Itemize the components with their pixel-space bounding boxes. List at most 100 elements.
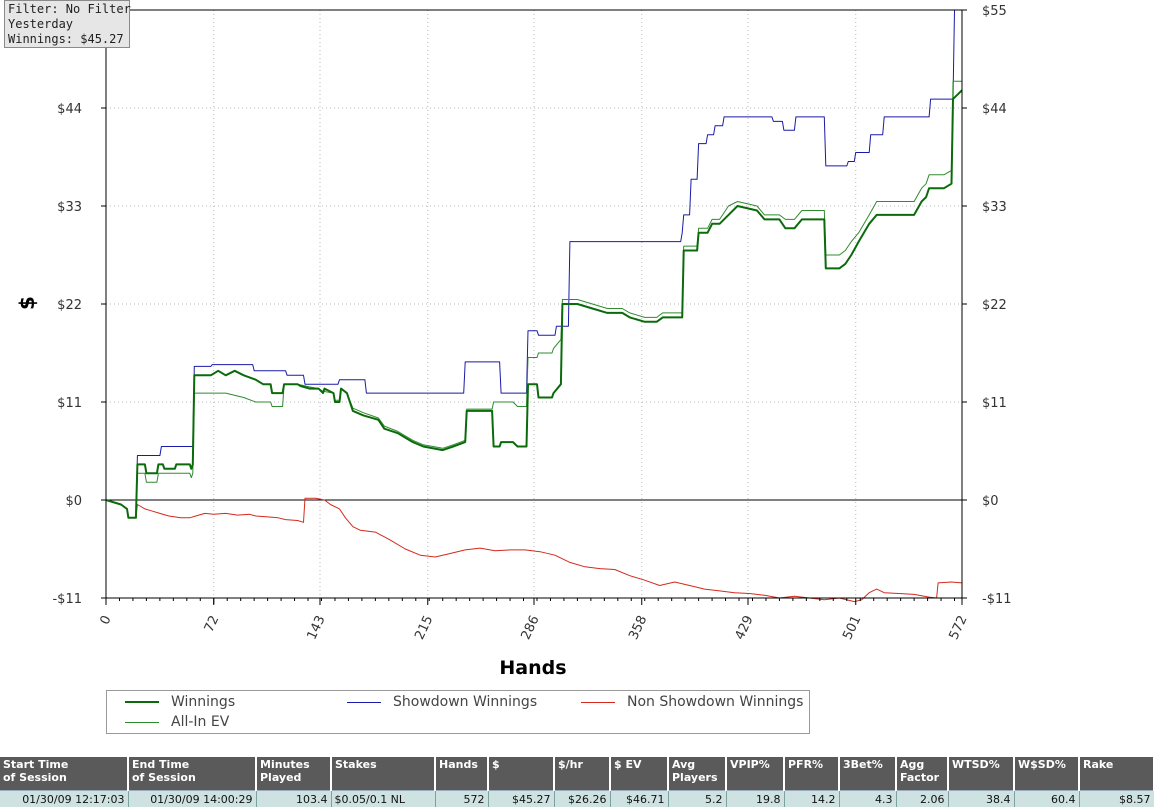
header-line: PFR% xyxy=(788,758,824,771)
table-cell: $26.26 xyxy=(554,790,611,807)
y-axis-label: $ xyxy=(15,296,39,310)
chart-grid xyxy=(105,9,963,599)
legend-swatch xyxy=(581,701,615,703)
series-line-non-showdown-winnings xyxy=(105,497,963,603)
column-header[interactable]: Agg Factor xyxy=(896,757,949,791)
column-header[interactable]: $/hr xyxy=(554,757,611,791)
table-cell: $45.27 xyxy=(488,790,555,807)
legend-label: Showdown Winnings xyxy=(393,694,538,710)
table-cell: $46.71 xyxy=(610,790,669,807)
x-tick-label: 72 xyxy=(202,613,223,634)
header-line: WTSD% xyxy=(952,758,1000,771)
legend-swatch xyxy=(125,721,159,723)
filter-label: Filter: No Filter xyxy=(8,2,131,16)
x-axis-label: Hands xyxy=(499,657,566,679)
header-line: Hands xyxy=(439,758,478,771)
column-header[interactable]: VPIP% xyxy=(726,757,785,791)
table-cell: 01/30/09 12:17:03 xyxy=(0,790,129,807)
session-stats-table: Start Time of Session End Time of Session Mi… xyxy=(0,757,1154,807)
winnings-chart: $55 $44 $33 $22 $11 $0 -$11 $55 $44 $33 $22 $11 $0 -… xyxy=(15,4,1012,679)
y-axis-right: $55 $44 $33 $22 $11 $0 -$11 xyxy=(962,4,1012,607)
table-cell: $0.05/0.1 NL xyxy=(331,790,436,807)
header-line: 3Bet% xyxy=(843,758,883,771)
y-tick-label-left: $22 xyxy=(57,298,82,313)
y-tick-label-left: $0 xyxy=(65,494,82,509)
column-header[interactable]: $ xyxy=(488,757,555,791)
series-line-winnings xyxy=(105,89,963,519)
column-header[interactable]: Minutes Played xyxy=(256,757,332,791)
header-line: Rake xyxy=(1083,758,1114,771)
column-header[interactable]: WTSD% xyxy=(948,757,1015,791)
table-cell: 19.8 xyxy=(726,790,785,807)
session-stats-panel: Start Time of Session End Time of Session Mi… xyxy=(0,757,1154,810)
y-tick-label-left: $11 xyxy=(57,396,82,411)
x-tick-label: 358 xyxy=(626,613,650,642)
header-line: Played xyxy=(260,771,302,784)
column-header[interactable]: Start Time of Session xyxy=(0,757,129,791)
chart-legend: Winnings Showdown Winnings Non Showdown … xyxy=(106,690,810,734)
header-line: Start Time xyxy=(3,758,69,771)
y-tick-label-right: $33 xyxy=(982,200,1007,215)
column-header[interactable]: W$SD% xyxy=(1014,757,1080,791)
column-header[interactable]: PFR% xyxy=(784,757,840,791)
legend-label: Winnings xyxy=(171,694,236,710)
header-line: Avg xyxy=(672,758,696,771)
y-tick-label-right: $11 xyxy=(982,396,1007,411)
column-header[interactable]: Hands xyxy=(435,757,489,791)
y-axis-left: $55$44$33$22$11$0-$11 xyxy=(52,4,106,607)
column-header[interactable]: Rake xyxy=(1079,757,1154,791)
column-header[interactable]: End Time of Session xyxy=(128,757,257,791)
header-line: Players xyxy=(672,771,718,784)
legend-swatch xyxy=(347,701,381,703)
header-line: of Session xyxy=(132,771,196,784)
header-line: Minutes xyxy=(260,758,310,771)
y-tick-label-right: $0 xyxy=(982,494,999,509)
x-tick-label: 429 xyxy=(733,613,757,642)
legend-item-winnings: Winnings xyxy=(125,692,235,712)
table-cell: $8.57 xyxy=(1079,790,1154,807)
legend-item-showdown: Showdown Winnings xyxy=(347,692,537,712)
table-cell: 5.2 xyxy=(668,790,727,807)
y-tick-label-left: -$11 xyxy=(52,592,82,607)
header-line: Factor xyxy=(900,771,940,784)
date-range-label: Yesterday xyxy=(8,17,74,31)
header-line: $ xyxy=(492,758,500,771)
header-line: of Session xyxy=(3,771,67,784)
table-cell: 38.4 xyxy=(948,790,1015,807)
column-header[interactable]: Stakes xyxy=(331,757,436,791)
table-cell: 4.3 xyxy=(839,790,897,807)
y-tick-label-right: -$11 xyxy=(982,592,1012,607)
column-header[interactable]: Avg Players xyxy=(668,757,727,791)
y-tick-label-left: $44 xyxy=(57,102,82,117)
y-tick-label-left: $33 xyxy=(57,200,82,215)
x-tick-label: 286 xyxy=(519,613,543,642)
stats-header-row: Start Time of Session End Time of Session Mi… xyxy=(0,757,1154,791)
header-line: End Time xyxy=(132,758,190,771)
x-tick-label: 143 xyxy=(305,613,329,642)
column-header[interactable]: 3Bet% xyxy=(839,757,897,791)
x-tick-label: 0 xyxy=(98,613,115,627)
legend-swatch xyxy=(125,701,159,703)
y-tick-label-right: $55 xyxy=(982,4,1007,19)
table-cell: 572 xyxy=(435,790,489,807)
legend-label: All-In EV xyxy=(171,714,230,730)
chart-series xyxy=(105,9,963,603)
x-axis: 0 72 143 215 286 358 429 501 572 xyxy=(98,598,971,642)
x-tick-label: 572 xyxy=(947,613,971,642)
table-cell: 103.4 xyxy=(256,790,332,807)
filter-info-panel: Filter: No Filter Yesterday Winnings: $4… xyxy=(4,0,131,48)
header-line: Agg xyxy=(900,758,925,771)
header-line: $ EV xyxy=(614,758,642,771)
table-row[interactable]: 01/30/09 12:17:03 01/30/09 14:00:29 103.4 $… xyxy=(0,790,1154,807)
legend-label: Non Showdown Winnings xyxy=(627,694,804,710)
header-line: VPIP% xyxy=(730,758,770,771)
legend-item-non-showdown: Non Showdown Winnings xyxy=(581,692,803,712)
series-line-showdown-winnings xyxy=(105,9,962,519)
legend-item-allin-ev: All-In EV xyxy=(125,712,229,732)
y-tick-label-right: $22 xyxy=(982,298,1007,313)
x-tick-label: 215 xyxy=(412,613,436,642)
header-line: $/hr xyxy=(558,758,583,771)
winnings-summary: Winnings: $45.27 xyxy=(8,32,124,46)
header-line: W$SD% xyxy=(1018,758,1066,771)
column-header[interactable]: $ EV xyxy=(610,757,669,791)
